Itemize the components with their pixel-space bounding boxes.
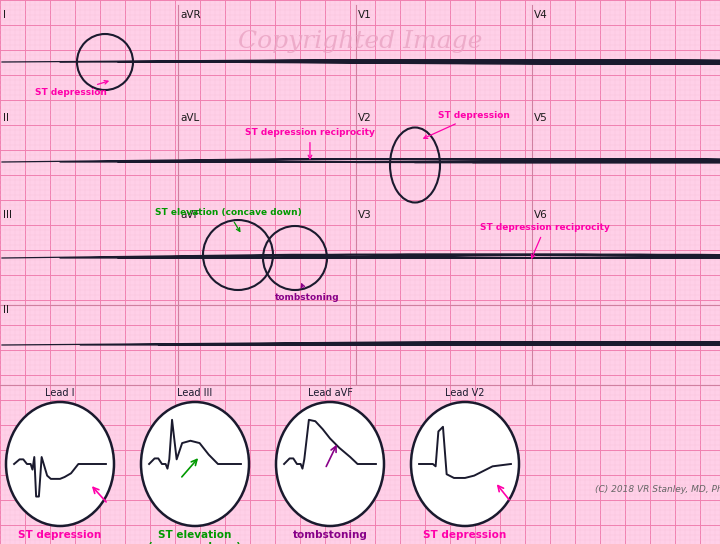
Text: ST elevation (concave down): ST elevation (concave down) [155,208,302,231]
Text: Copyrighted Image: Copyrighted Image [238,30,482,53]
Ellipse shape [411,402,519,526]
Text: V6: V6 [534,210,548,220]
Text: II: II [3,113,9,123]
Ellipse shape [276,402,384,526]
Text: V4: V4 [534,10,548,20]
Text: III: III [3,210,12,220]
Text: V3: V3 [358,210,372,220]
Text: ST depression reciprocity: ST depression reciprocity [245,128,375,159]
Ellipse shape [141,402,249,526]
Text: Lead I: Lead I [45,388,75,398]
Ellipse shape [6,402,114,526]
Text: tombstoning: tombstoning [275,284,340,302]
Text: Lead aVF: Lead aVF [307,388,352,398]
Text: V2: V2 [358,113,372,123]
Text: aVL: aVL [180,113,199,123]
Text: Lead III: Lead III [177,388,212,398]
Text: ST depression: ST depression [35,81,108,97]
Text: ST depression: ST depression [424,111,510,138]
Text: ST depression reciprocity: ST depression reciprocity [480,223,610,258]
Text: aVR: aVR [180,10,201,20]
Text: V1: V1 [358,10,372,20]
Text: ST depression: ST depression [423,530,507,540]
Text: V5: V5 [534,113,548,123]
Text: ST depression: ST depression [19,530,102,540]
Text: ST elevation
(concave down): ST elevation (concave down) [148,530,241,544]
Text: I: I [3,10,6,20]
Text: (C) 2018 VR Stanley, MD, PhD: (C) 2018 VR Stanley, MD, PhD [595,485,720,494]
Text: tombstoning: tombstoning [292,530,367,540]
Text: aVF: aVF [180,210,199,220]
Text: II: II [3,305,9,315]
Text: Lead V2: Lead V2 [445,388,485,398]
